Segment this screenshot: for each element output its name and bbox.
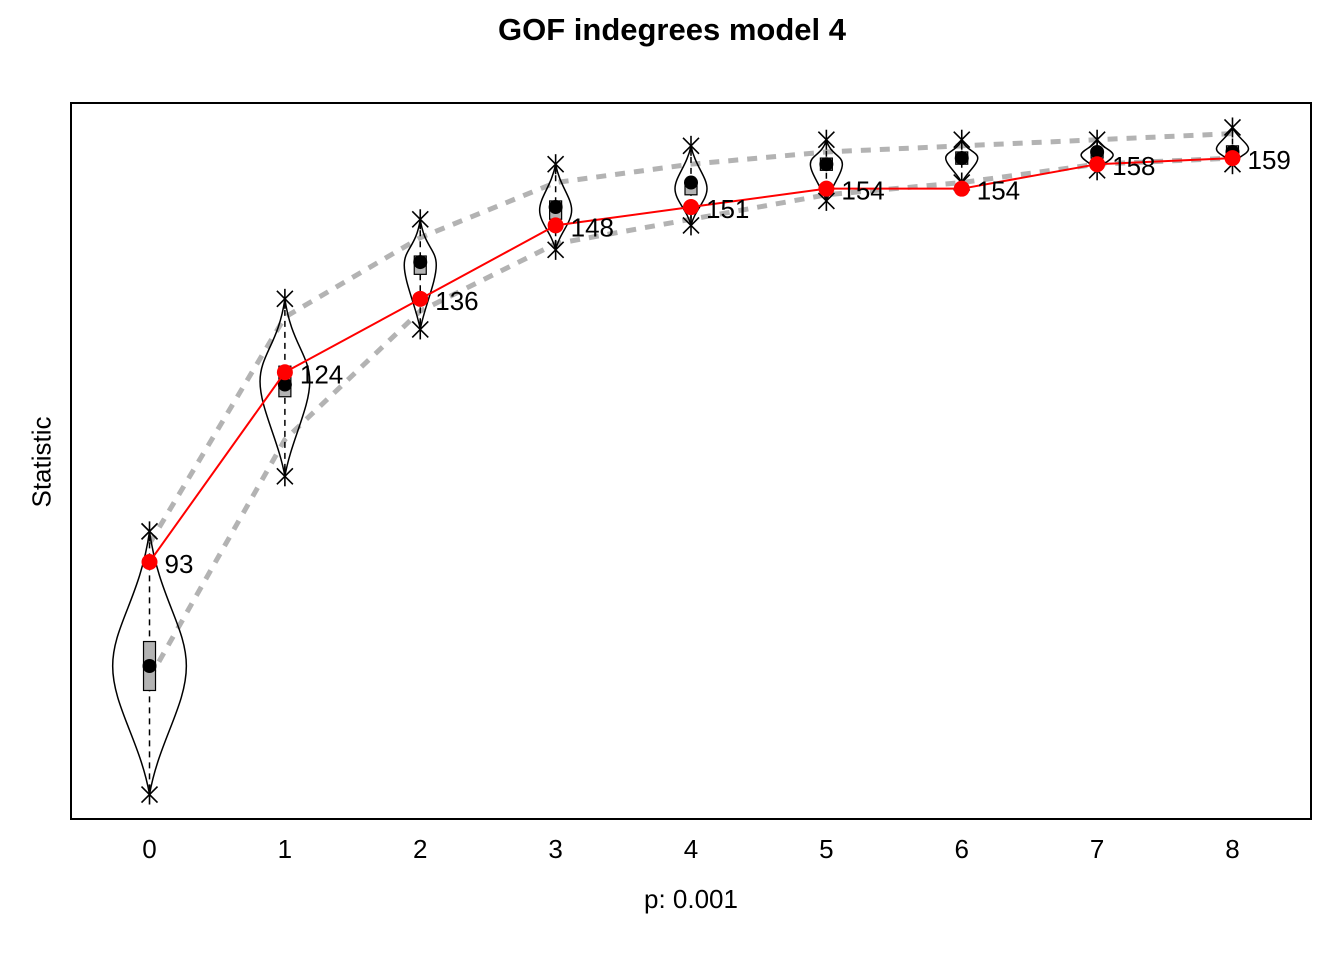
extreme-marker-0-min [140,784,159,805]
extreme-marker-3-max [547,154,565,175]
observed-label-6: 154 [977,176,1020,206]
x-tick-label-1: 1 [278,834,292,864]
sim-mean-point-7 [1090,144,1105,159]
sim-mean-point-4 [684,175,698,190]
sim-band-upper-line [147,131,1233,545]
sim-mean-point-3 [548,200,563,215]
x-tick-label-6: 6 [955,834,969,864]
sim-band-lower-line [147,155,1233,680]
observed-point-1 [276,364,293,381]
sim-mean-point-1 [277,377,292,392]
observed-label-4: 151 [706,194,749,224]
extreme-marker-1-max [276,288,294,309]
observed-label-8: 159 [1247,145,1290,175]
sim-mean-point-0 [142,659,157,674]
x-tick-label-4: 4 [684,834,698,864]
observed-point-5 [818,180,835,197]
sim-mean-point-2 [413,255,428,270]
extreme-marker-4-min [682,215,700,236]
extreme-marker-1-min [276,466,294,487]
x-tick-label-5: 5 [819,834,833,864]
observed-point-8 [1224,150,1241,167]
observed-label-3: 148 [571,212,614,242]
observed-point-7 [1089,156,1106,173]
observed-label-2: 136 [435,286,478,316]
x-axis-label: p: 0.001 [644,884,738,914]
extreme-marker-5-max [817,129,835,150]
observed-point-3 [547,217,564,234]
observed-point-4 [683,199,699,216]
extreme-marker-4-max [682,135,700,156]
extreme-marker-2-min [411,319,429,340]
observed-label-1: 124 [300,359,343,389]
observed-label-0: 93 [165,549,194,579]
extreme-marker-6-max [953,129,971,150]
x-tick-label-0: 0 [142,834,156,864]
extreme-marker-2-max [411,209,429,230]
sim-mean-point-5 [819,157,834,172]
x-tick-label-8: 8 [1225,834,1239,864]
x-tick-label-7: 7 [1090,834,1104,864]
observed-label-7: 158 [1112,151,1155,181]
x-tick-label-3: 3 [548,834,562,864]
plot-frame [70,102,1312,820]
observed-point-6 [953,180,970,197]
observed-point-2 [412,290,429,307]
extreme-marker-8-max [1223,117,1242,138]
extreme-marker-0-max [140,521,159,542]
observed-label-5: 154 [841,176,884,206]
observed-point-0 [141,553,158,570]
chart-title: GOF indegrees model 4 [498,12,846,47]
x-tick-label-2: 2 [413,834,427,864]
sim-mean-point-6 [954,151,969,166]
extreme-marker-3-min [547,239,565,260]
